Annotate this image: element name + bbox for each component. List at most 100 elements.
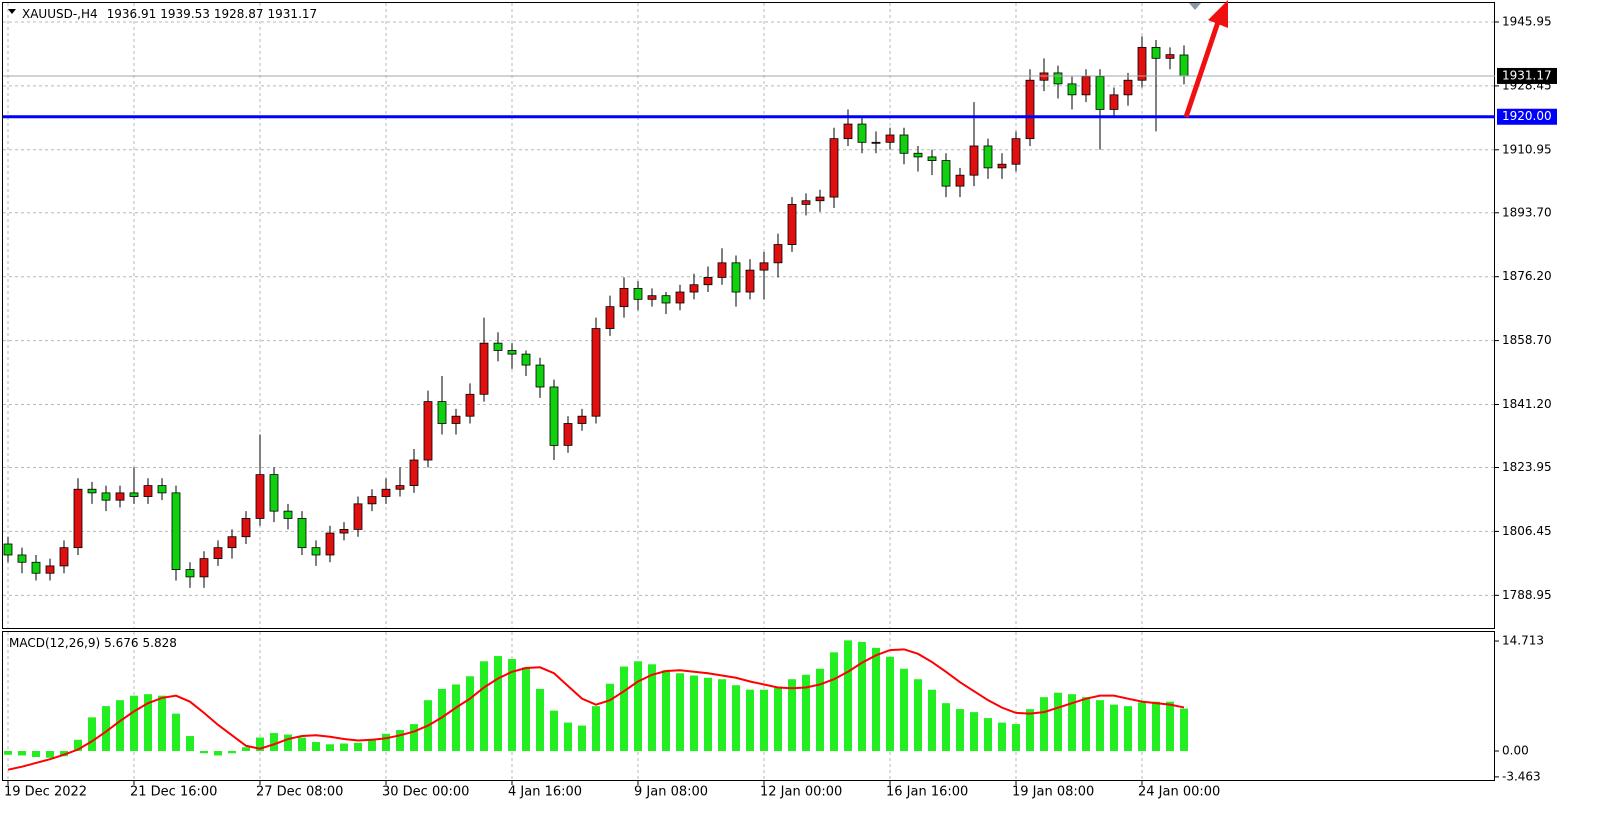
macd-bar	[844, 640, 852, 751]
candle-body	[311, 547, 321, 556]
last-close: 1931.17	[268, 7, 318, 21]
price-pane-frame	[2, 2, 1495, 629]
candle-body	[1123, 79, 1133, 96]
candle-body	[549, 386, 559, 446]
macd-bar	[1012, 724, 1020, 751]
candle-body	[353, 503, 363, 530]
candle-body	[129, 492, 139, 497]
macd-bar	[466, 676, 474, 751]
candle-body	[577, 415, 587, 424]
macd-bar	[452, 684, 460, 751]
current-price-badge	[1497, 67, 1557, 84]
candle-body	[283, 510, 293, 519]
candle-body	[955, 174, 965, 187]
macd-bar	[382, 733, 390, 751]
macd-last: 5.676	[104, 636, 138, 650]
macd-bar	[1124, 706, 1132, 751]
macd-bar	[1054, 692, 1062, 751]
macd-bar	[1138, 702, 1146, 751]
signal-line	[7, 648, 1185, 771]
candle-body	[423, 401, 433, 461]
candle-body	[801, 200, 811, 205]
macd-bar	[872, 647, 880, 751]
macd-bar	[130, 695, 138, 751]
y-tick-label: 14.713	[1502, 634, 1544, 648]
signal-last: 5.828	[143, 636, 177, 650]
level-badge	[1497, 108, 1557, 125]
macd-bar	[1040, 697, 1048, 751]
macd-bar	[620, 666, 628, 751]
candle-body	[703, 277, 713, 286]
candle-body	[983, 145, 993, 169]
candle-body	[1151, 46, 1161, 59]
menu-triangle[interactable]	[8, 9, 16, 14]
macd-bar	[956, 709, 964, 751]
macd-bar	[942, 703, 950, 751]
macd-bar	[74, 739, 82, 751]
candle-body	[59, 547, 69, 567]
last-low: 1928.87	[214, 7, 264, 21]
macd-bar	[46, 750, 54, 758]
candle-body	[745, 269, 755, 293]
x-tick-label: 21 Dec 16:00	[130, 785, 217, 800]
candle-body	[913, 152, 923, 158]
macd-bar	[914, 679, 922, 751]
candle-body	[339, 529, 349, 534]
macd-bar	[746, 689, 754, 751]
candle-body	[185, 569, 195, 578]
macd-bar	[1166, 701, 1174, 751]
candle-body	[829, 138, 839, 198]
macd-bar	[816, 668, 824, 751]
macd-bar	[326, 744, 334, 751]
macd-bar	[760, 689, 768, 751]
candle-body	[73, 488, 83, 549]
macd-pane-frame	[2, 631, 1495, 781]
candle-body	[997, 163, 1007, 169]
candle-body	[815, 196, 825, 202]
annotation-arrow	[1183, 0, 1228, 118]
macd-bar	[494, 656, 502, 751]
candle-body	[31, 561, 41, 574]
macd-bar	[606, 683, 614, 751]
shift-marker	[1189, 3, 1201, 10]
candle-body	[941, 160, 951, 187]
candle-body	[437, 401, 447, 424]
macd-bar	[886, 656, 894, 751]
candle-body	[731, 262, 741, 293]
macd-bar	[438, 688, 446, 751]
macd-bar	[858, 641, 866, 751]
candle-body	[465, 393, 475, 417]
macd-bar	[354, 742, 362, 751]
macd-bar	[508, 659, 516, 751]
y-tick-label: 1876.20	[1502, 269, 1552, 283]
macd-bar	[550, 710, 558, 751]
candle-body	[381, 488, 391, 497]
y-tick-label: 0.00	[1502, 743, 1529, 757]
candle-body	[241, 518, 251, 538]
last-open: 1936.91	[107, 7, 157, 21]
candle-body	[899, 134, 909, 154]
candle-body	[367, 496, 377, 505]
candle-body	[395, 485, 405, 490]
candle-body	[1081, 76, 1091, 96]
candle-body	[451, 415, 461, 424]
chart-header: XAUUSD-,H4 1936.91 1939.53 1928.87 1931.17	[22, 7, 317, 21]
candle-body	[591, 328, 601, 417]
macd-bar	[200, 750, 208, 754]
candle-body	[213, 547, 223, 560]
macd-bar	[592, 706, 600, 751]
candle-body	[297, 518, 307, 549]
macd-bar	[368, 739, 376, 751]
y-tick-label: -3.463	[1502, 769, 1541, 783]
macd-bar	[396, 730, 404, 751]
candle-body	[1165, 54, 1175, 59]
candle-body	[3, 543, 13, 556]
candle-body	[1095, 76, 1105, 110]
level-label: 1920.00	[1502, 109, 1552, 123]
candle-body	[1137, 46, 1147, 81]
y-tick-label: 1841.20	[1502, 397, 1552, 411]
macd-bar	[60, 750, 68, 757]
candle-body	[521, 353, 531, 366]
